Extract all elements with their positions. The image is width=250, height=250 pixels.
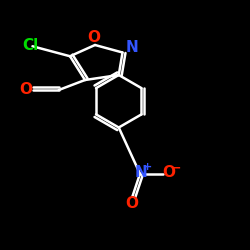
Text: Cl: Cl	[22, 38, 38, 52]
Text: O: O	[87, 30, 100, 44]
Text: O: O	[19, 82, 32, 98]
Text: N: N	[126, 40, 138, 55]
Text: −: −	[171, 161, 181, 174]
Text: N: N	[135, 165, 148, 180]
Text: +: +	[143, 162, 152, 172]
Text: O: O	[162, 165, 175, 180]
Text: O: O	[125, 196, 138, 211]
